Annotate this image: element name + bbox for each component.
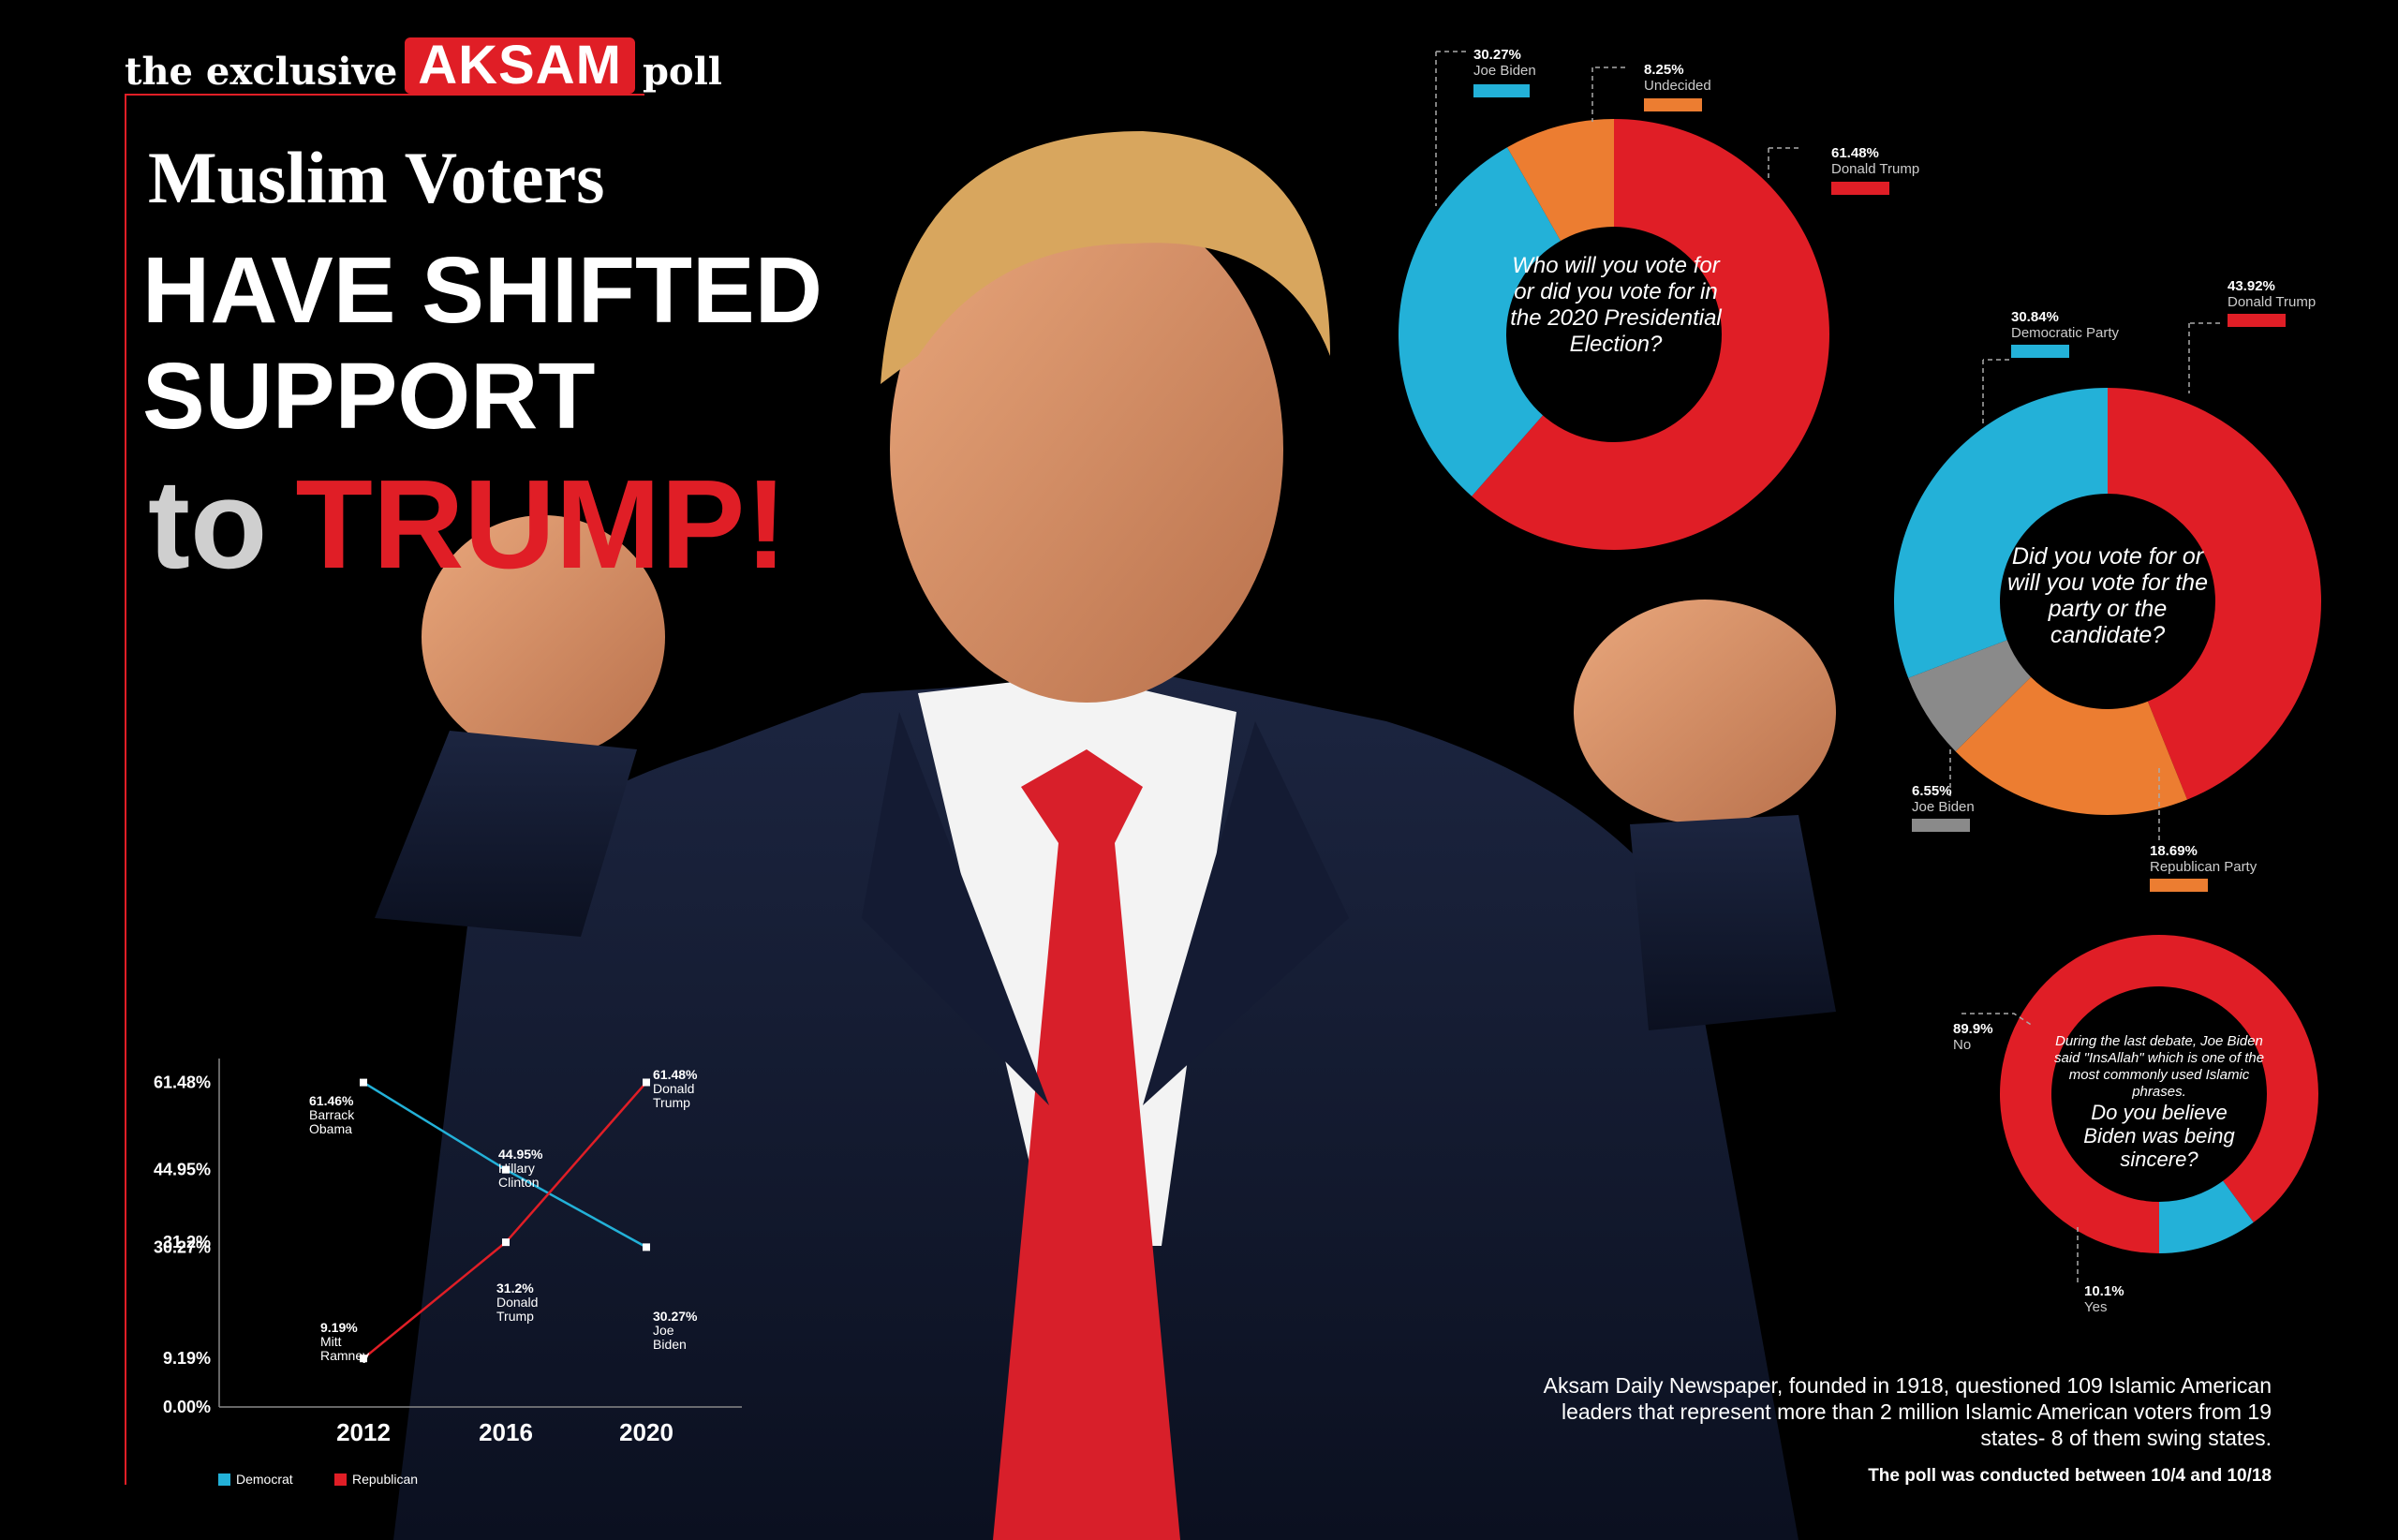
question-election: Who will you vote for or did you vote fo… <box>1510 253 1722 357</box>
data-point <box>643 1243 650 1251</box>
swatch-trump-1 <box>1831 182 1889 195</box>
headline-to: to <box>148 453 268 595</box>
line-chart-series <box>360 1078 650 1363</box>
legend-republican: Republican <box>334 1472 418 1487</box>
donut-party-or-candidate <box>1894 388 2321 815</box>
x-tick-label: 2012 <box>336 1418 391 1446</box>
headline-line2: HAVE SHIFTED <box>142 238 822 343</box>
label-biden-2: 6.55% Joe Biden <box>1912 783 1975 815</box>
swatch-republican-party-2 <box>2150 879 2208 892</box>
donut-biden-sincere <box>2000 934 2318 1253</box>
line-chart-point-labels: 61.46% Barrack Obama 44.95% Hillary Clinton 30… <box>309 1067 698 1363</box>
point-label: 61.46% Barrack Obama <box>309 1093 355 1136</box>
brand-prefix: the exclusive <box>125 50 398 94</box>
brand-suffix: poll <box>642 50 722 94</box>
swatch-biden-2 <box>1912 819 1970 832</box>
data-point <box>643 1078 650 1087</box>
data-point <box>502 1165 510 1174</box>
x-tick-label: 2016 <box>479 1418 533 1446</box>
headline-line3: SUPPORT <box>142 344 596 449</box>
slice-republican-party <box>1955 676 2187 815</box>
label-republican-party-2: 18.69% Republican Party <box>2150 843 2257 875</box>
trump-photo <box>375 131 1836 1540</box>
point-label: 30.27% Joe Biden <box>653 1309 698 1352</box>
slice-donald-trump <box>1472 119 1829 550</box>
y-tick-label: 61.48% <box>154 1073 211 1091</box>
headline-trump: TRUMP! <box>295 453 788 595</box>
label-biden-1: 30.27% Joe Biden <box>1473 47 1536 79</box>
data-point <box>360 1355 367 1363</box>
slice-joe-biden <box>1399 147 1562 496</box>
poll-date: The poll was conducted between 10/4 and … <box>1868 1466 2272 1486</box>
swatch-biden-1 <box>1473 84 1530 97</box>
slice-undecided <box>1507 119 1614 242</box>
slice-yes <box>2159 1180 2254 1253</box>
line-chart-y-ticks: 61.48% 44.95% 31.2%30.27% 9.19% 0.00% <box>154 1073 211 1416</box>
slice-no <box>2000 934 2318 1253</box>
headline-line4: to TRUMP! <box>148 459 787 590</box>
swatch-trump-2 <box>2228 314 2286 327</box>
label-leader-lines <box>1435 51 2220 1285</box>
point-label: 9.19% Mitt Ramney <box>320 1320 369 1363</box>
line-chart-x-ticks: 2012 2016 2020 <box>336 1418 674 1446</box>
y-tick-label: 31.2% <box>163 1233 211 1251</box>
point-label: 44.95% Hillary Clinton <box>498 1147 543 1190</box>
point-label: 61.48% Donald Trump <box>653 1067 698 1110</box>
slice-democratic-party <box>1894 388 2108 678</box>
label-yes-3: 10.1% Yes <box>2084 1283 2124 1315</box>
swatch-undecided-1 <box>1644 98 1702 111</box>
question-biden-sincere: Do you believe Biden was being sincere? <box>2083 1101 2235 1171</box>
label-trump-2: 43.92% Donald Trump <box>2228 278 2317 310</box>
question-party-or-candidate: Did you vote for or will you vote for th… <box>2007 543 2208 648</box>
y-tick-label: 0.00% <box>163 1398 211 1416</box>
label-democratic-party-2: 30.84% Democratic Party <box>2011 309 2120 341</box>
slice-donald-trump <box>2108 388 2321 800</box>
slice-joe-biden <box>1908 640 2032 752</box>
y-tick-label: 44.95% <box>154 1161 211 1179</box>
divider-left <box>125 94 126 1485</box>
data-point <box>360 1078 367 1087</box>
data-point <box>502 1238 510 1247</box>
question-biden-intro: During the last debate, Joe Biden said "… <box>2053 1033 2265 1100</box>
point-label: 31.2% Donald Trump <box>496 1281 538 1324</box>
brand-line: the exclusive AKSAM poll <box>125 37 722 94</box>
label-trump-1: 61.48% Donald Trump <box>1831 145 1920 177</box>
y-tick-label: 30.27% <box>154 1237 211 1256</box>
label-undecided-1: 8.25% Undecided <box>1644 62 1711 94</box>
headline-line1: Muslim Voters <box>148 137 605 218</box>
aksam-logo: AKSAM <box>405 37 635 94</box>
legend-democrat: Democrat <box>218 1472 293 1487</box>
donut-election-2020 <box>1399 119 1829 550</box>
label-no-3: 89.9% No <box>1953 1021 1993 1053</box>
y-tick-label: 9.19% <box>163 1349 211 1368</box>
divider-top <box>125 94 644 96</box>
poll-description: Aksam Daily Newspaper, founded in 1918, … <box>1543 1373 2272 1450</box>
x-tick-label: 2020 <box>619 1418 674 1446</box>
swatch-democratic-party-2 <box>2011 345 2069 358</box>
